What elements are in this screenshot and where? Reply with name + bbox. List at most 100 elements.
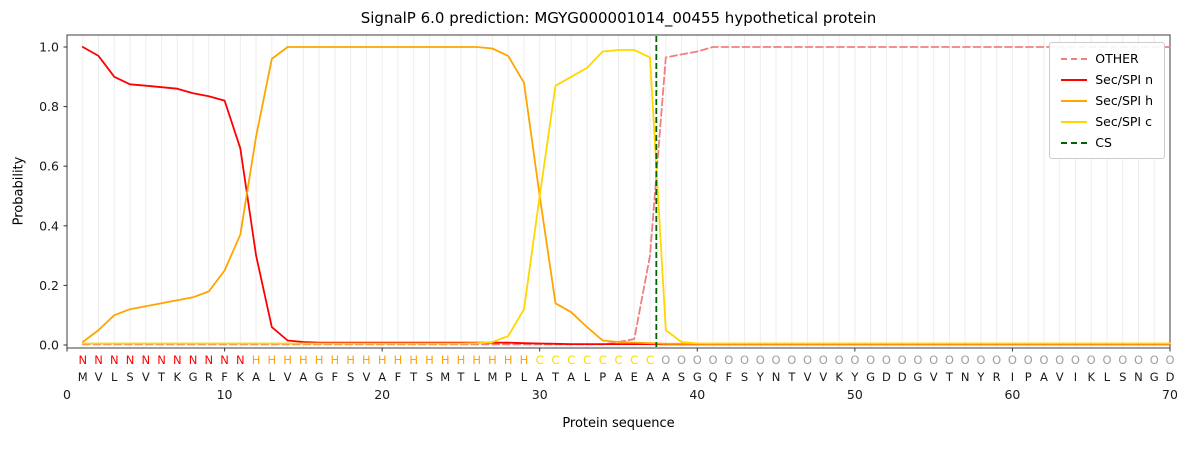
region-letter: O bbox=[929, 353, 938, 367]
residue-letter: T bbox=[551, 370, 560, 384]
residue-letter: A bbox=[252, 370, 260, 384]
region-letter: O bbox=[882, 353, 891, 367]
region-letter: O bbox=[1134, 353, 1143, 367]
y-tick-label: 0.8 bbox=[39, 99, 59, 114]
residue-letter: M bbox=[78, 370, 88, 384]
residue-letter: I bbox=[1074, 370, 1077, 384]
region-letter: O bbox=[835, 353, 844, 367]
legend-line-sample bbox=[1061, 120, 1088, 123]
residue-letter: M bbox=[487, 370, 497, 384]
series-line-sec-spi-c bbox=[81, 49, 1171, 345]
residue-letter: R bbox=[205, 370, 213, 384]
region-letter: C bbox=[536, 353, 544, 367]
region-letter: O bbox=[740, 353, 749, 367]
x-tick-label: 20 bbox=[374, 387, 390, 402]
legend-item-label: Sec/SPI n bbox=[1095, 72, 1153, 87]
region-letter: O bbox=[1008, 353, 1017, 367]
region-letter: C bbox=[583, 353, 591, 367]
x-tick-label: 60 bbox=[1004, 387, 1020, 402]
region-letter: C bbox=[630, 353, 638, 367]
residue-letter: P bbox=[1025, 370, 1032, 384]
residue-letter: V bbox=[819, 370, 827, 384]
region-letter: H bbox=[457, 353, 466, 367]
residue-letter: D bbox=[882, 370, 891, 384]
residue-letter: Y bbox=[850, 370, 859, 384]
region-letter: C bbox=[551, 353, 559, 367]
region-letter: N bbox=[126, 353, 135, 367]
region-letter: O bbox=[661, 353, 670, 367]
legend-line-sample bbox=[1061, 78, 1088, 81]
residue-letter: I bbox=[1011, 370, 1014, 384]
residue-letter: V bbox=[930, 370, 938, 384]
residue-letter: M bbox=[440, 370, 450, 384]
plot-border bbox=[66, 34, 1171, 349]
residue-letter: A bbox=[662, 370, 670, 384]
x-axis: 0 10 20 30 40 50 60 70 bbox=[63, 348, 1178, 402]
region-letter: H bbox=[425, 353, 434, 367]
region-letter: O bbox=[866, 353, 875, 367]
region-letter: O bbox=[961, 353, 970, 367]
residue-letter: L bbox=[111, 370, 118, 384]
residue-letter: A bbox=[646, 370, 654, 384]
residue-letter: V bbox=[284, 370, 292, 384]
residue-letter: T bbox=[157, 370, 166, 384]
residue-letter: D bbox=[898, 370, 907, 384]
region-letter: C bbox=[599, 353, 607, 367]
region-letter: H bbox=[472, 353, 481, 367]
residue-letter: Y bbox=[756, 370, 765, 384]
residue-letter: A bbox=[1040, 370, 1048, 384]
legend-line-sample bbox=[1061, 141, 1088, 144]
region-letter: O bbox=[898, 353, 907, 367]
residue-letter: L bbox=[269, 370, 276, 384]
residue-letter: V bbox=[804, 370, 812, 384]
residue-letter: A bbox=[299, 370, 307, 384]
region-letter: H bbox=[331, 353, 340, 367]
legend-item-label: CS bbox=[1095, 135, 1112, 150]
region-letter: O bbox=[1087, 353, 1096, 367]
region-letter: H bbox=[268, 353, 277, 367]
region-letter: N bbox=[205, 353, 214, 367]
region-letter: N bbox=[78, 353, 87, 367]
residue-letter: N bbox=[961, 370, 970, 384]
residue-letter: F bbox=[395, 370, 402, 384]
region-letter: N bbox=[141, 353, 150, 367]
residue-letter: N bbox=[1134, 370, 1143, 384]
residue-letter: G bbox=[866, 370, 875, 384]
legend-item-label: Sec/SPI c bbox=[1095, 114, 1152, 129]
region-letter: H bbox=[362, 353, 371, 367]
residue-letter: K bbox=[237, 370, 245, 384]
region-letter: H bbox=[378, 353, 387, 367]
region-letter: N bbox=[110, 353, 119, 367]
region-letter: H bbox=[346, 353, 355, 367]
residue-letter: A bbox=[378, 370, 386, 384]
region-letter: N bbox=[173, 353, 182, 367]
residue-letter: S bbox=[678, 370, 685, 384]
legend: OTHER Sec/SPI n Sec/SPI h Sec/SPI c CS bbox=[1049, 42, 1165, 159]
residue-letter: V bbox=[1056, 370, 1064, 384]
residue-letter: P bbox=[599, 370, 606, 384]
residue-letter: S bbox=[1119, 370, 1126, 384]
legend-line-sample bbox=[1061, 57, 1088, 60]
region-letter: O bbox=[787, 353, 796, 367]
region-letter: H bbox=[409, 353, 418, 367]
residue-letter: G bbox=[315, 370, 324, 384]
legend-item: Sec/SPI c bbox=[1061, 114, 1153, 129]
region-letter: O bbox=[819, 353, 828, 367]
residue-letter: S bbox=[347, 370, 354, 384]
residue-letter: G bbox=[693, 370, 702, 384]
residue-letter: D bbox=[1166, 370, 1175, 384]
region-letter: O bbox=[756, 353, 765, 367]
region-letter: O bbox=[724, 353, 733, 367]
region-letter: O bbox=[1102, 353, 1111, 367]
residue-letter: G bbox=[189, 370, 198, 384]
y-tick-label: 0.4 bbox=[39, 218, 59, 233]
residue-letter: F bbox=[221, 370, 228, 384]
residue-letter: P bbox=[505, 370, 512, 384]
region-letter: N bbox=[157, 353, 166, 367]
series-line-sec-spi-h bbox=[81, 46, 1171, 345]
region-letter: O bbox=[913, 353, 922, 367]
residue-letter: T bbox=[787, 370, 796, 384]
region-letter: O bbox=[803, 353, 812, 367]
legend-item: CS bbox=[1061, 135, 1153, 150]
residue-letter: T bbox=[409, 370, 418, 384]
